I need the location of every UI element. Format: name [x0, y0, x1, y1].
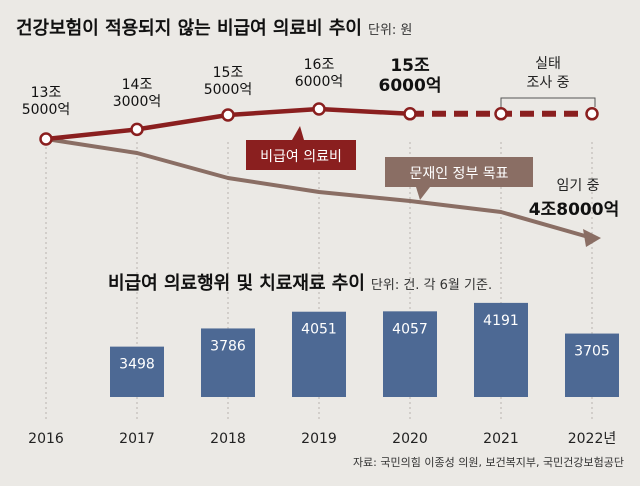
expenditure-value-label: 14조 3000억 — [113, 77, 162, 110]
bar-chart-title: 비급여 의료행위 및 치료재료 추이 단위: 건. 각 6월 기준. — [108, 273, 492, 294]
x-tick-label: 2022년 — [568, 431, 617, 447]
bar-value-label: 4051 — [301, 322, 337, 338]
goal-line — [45, 137, 593, 240]
bar-2017 — [110, 346, 164, 397]
expenditure-marker-5 — [494, 107, 508, 121]
expenditure-legend-pointer — [292, 126, 304, 140]
goal-legend-label: 문재인 정부 목표 — [409, 166, 508, 182]
line-chart-title: 건강보험이 적용되지 않는 비급여 의료비 추이 단위: 원 — [16, 17, 412, 39]
goal-end-value: 4조8000억 — [529, 200, 619, 220]
bar-2018 — [201, 328, 255, 397]
x-tick-label: 2019 — [301, 431, 337, 447]
bar-value-label: 4191 — [483, 313, 519, 329]
bar-2019 — [292, 311, 346, 397]
bar-value-label: 4057 — [392, 321, 428, 337]
expenditure-marker-4 — [403, 107, 417, 121]
goal-legend-box — [385, 157, 533, 187]
expenditure-marker-0 — [39, 132, 53, 146]
x-tick-label: 2016 — [28, 431, 64, 447]
x-tick-label: 2020 — [392, 431, 428, 447]
bar-2022년 — [565, 333, 619, 397]
bar-2021 — [474, 302, 528, 397]
bar-value-label: 3705 — [574, 344, 610, 360]
expenditure-legend-label: 비급여 의료비 — [260, 149, 342, 165]
goal-end-label: 임기 중 — [556, 178, 599, 194]
chart-labels: 2016 2017 2018 2019 2020 2021 2022년 3498 3786 405… — [22, 56, 619, 447]
expenditure-value-label: 15조 5000억 — [204, 65, 253, 98]
expenditure-value-label: 16조 6000억 — [295, 57, 344, 90]
expenditure-marker-6 — [585, 107, 599, 121]
line-series — [39, 102, 601, 247]
x-tick-label: 2018 — [210, 431, 246, 447]
bar-value-label: 3498 — [119, 357, 155, 373]
bar-series — [110, 302, 619, 397]
bar-2020 — [383, 311, 437, 397]
goal-arrowhead — [583, 229, 601, 247]
expenditure-marker-3 — [312, 102, 326, 116]
expenditure-marker-1 — [130, 122, 144, 137]
bar-value-label: 3786 — [210, 338, 246, 354]
x-tick-label: 2021 — [483, 431, 519, 447]
year-guides — [45, 142, 593, 422]
expenditure-legend-box — [246, 140, 356, 170]
goal-legend-pointer — [416, 187, 430, 200]
survey-bracket — [500, 97, 596, 107]
survey-annotation: 실태 조사 중 — [526, 56, 569, 91]
expenditure-value-label: 15조 6000억 — [379, 56, 442, 96]
expenditure-value-label: 13조 5000억 — [22, 85, 71, 118]
expenditure-marker-2 — [221, 108, 235, 122]
x-tick-label: 2017 — [119, 431, 155, 447]
source-note: 자료: 국민의힘 이종성 의원, 보건복지부, 국민건강보험공단 — [353, 456, 624, 469]
